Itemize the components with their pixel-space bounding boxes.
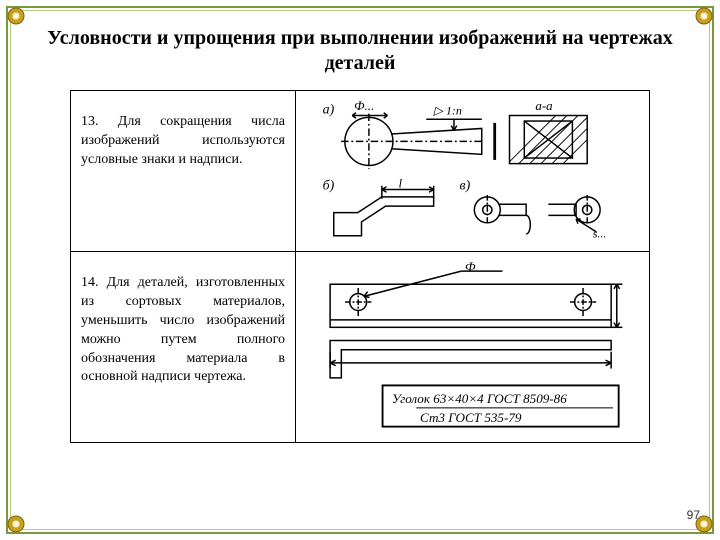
rule-figure-13: а) Ф... ▷ 1:n — [296, 91, 649, 251]
label-s: s... — [593, 227, 607, 241]
slide-content: Условности и упрощения при выполнении из… — [12, 12, 708, 528]
rule-text: 13. Для сокращения числа изображений исп… — [71, 91, 296, 251]
matlabel-line1: Уголок 63×40×4 ГОСТ 8509-86 — [392, 391, 567, 406]
rule-text: 14. Для деталей, изготовленных из сортов… — [71, 252, 296, 442]
matlabel-line2: Ст3 ГОСТ 535-79 — [420, 410, 522, 425]
label-L: l — [399, 176, 403, 191]
table-row: 13. Для сокращения числа изображений исп… — [71, 91, 649, 252]
label-b: б) — [323, 179, 335, 194]
label-phi2: Ф — [465, 259, 476, 274]
rules-table: 13. Для сокращения числа изображений исп… — [70, 90, 650, 443]
label-v: в) — [460, 179, 471, 194]
rule-figure-14: Ф — [296, 252, 649, 442]
label-aa: а-а — [535, 98, 552, 113]
label-taper: ▷ 1:n — [433, 104, 462, 118]
label-a: а) — [323, 103, 335, 118]
page-title: Условности и упрощения при выполнении из… — [38, 26, 682, 76]
table-row: 14. Для деталей, изготовленных из сортов… — [71, 252, 649, 442]
label-phi: Ф... — [354, 98, 374, 113]
page-number: 97 — [687, 508, 700, 522]
